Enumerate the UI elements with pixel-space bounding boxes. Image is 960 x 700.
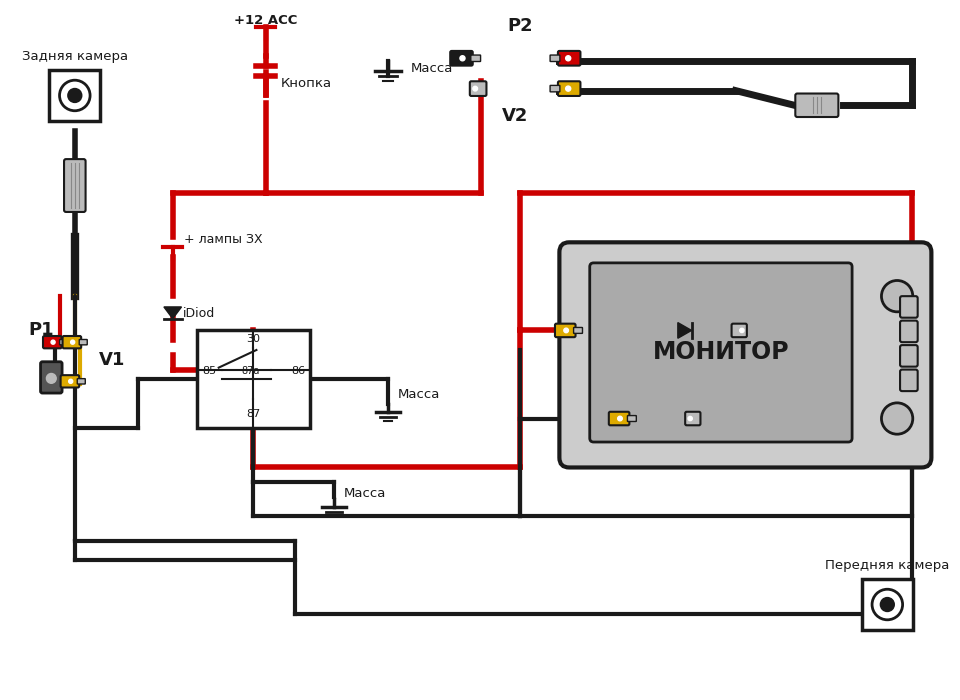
FancyBboxPatch shape xyxy=(77,379,85,384)
Text: МОНИТОР: МОНИТОР xyxy=(653,340,789,364)
Bar xyxy=(197,330,310,428)
FancyBboxPatch shape xyxy=(732,323,747,337)
Text: 86: 86 xyxy=(291,367,305,377)
Text: Кнопка: Кнопка xyxy=(280,77,331,90)
Text: P2: P2 xyxy=(508,17,533,35)
Circle shape xyxy=(60,80,90,111)
Text: V2: V2 xyxy=(635,435,660,453)
Circle shape xyxy=(881,403,913,434)
FancyBboxPatch shape xyxy=(80,340,87,345)
FancyBboxPatch shape xyxy=(628,416,636,421)
Text: Диод: Диод xyxy=(669,348,704,361)
Polygon shape xyxy=(678,323,691,338)
Text: Масса: Масса xyxy=(344,487,386,500)
FancyBboxPatch shape xyxy=(900,370,918,391)
FancyBboxPatch shape xyxy=(900,296,918,318)
FancyBboxPatch shape xyxy=(555,323,576,337)
Circle shape xyxy=(46,374,57,384)
Circle shape xyxy=(564,328,568,332)
FancyBboxPatch shape xyxy=(900,321,918,342)
Bar xyxy=(862,579,913,630)
FancyBboxPatch shape xyxy=(40,362,62,393)
FancyBboxPatch shape xyxy=(43,336,61,349)
Text: + лампы ЗХ: + лампы ЗХ xyxy=(184,233,263,246)
Polygon shape xyxy=(164,307,181,319)
FancyBboxPatch shape xyxy=(550,55,560,62)
Circle shape xyxy=(881,281,913,312)
Text: Масса: Масса xyxy=(411,62,453,75)
Circle shape xyxy=(688,416,692,421)
Circle shape xyxy=(565,86,571,91)
FancyBboxPatch shape xyxy=(558,51,581,66)
FancyBboxPatch shape xyxy=(450,51,472,66)
FancyBboxPatch shape xyxy=(550,85,560,92)
FancyBboxPatch shape xyxy=(560,242,931,468)
Text: iDiod: iDiod xyxy=(182,307,215,321)
Text: P1: P1 xyxy=(29,321,55,340)
Circle shape xyxy=(565,56,571,61)
Text: V1: V1 xyxy=(635,298,660,316)
Text: Задняя камера: Задняя камера xyxy=(22,50,128,63)
FancyBboxPatch shape xyxy=(62,336,82,349)
Text: 30: 30 xyxy=(247,334,260,344)
Circle shape xyxy=(460,56,465,61)
Circle shape xyxy=(740,328,744,332)
FancyBboxPatch shape xyxy=(60,375,80,388)
FancyBboxPatch shape xyxy=(573,328,583,333)
Text: V2: V2 xyxy=(502,107,529,125)
FancyBboxPatch shape xyxy=(558,81,581,96)
Circle shape xyxy=(473,86,477,91)
Circle shape xyxy=(68,89,82,102)
Circle shape xyxy=(51,340,55,344)
FancyBboxPatch shape xyxy=(60,340,67,345)
FancyBboxPatch shape xyxy=(900,345,918,367)
FancyBboxPatch shape xyxy=(685,412,701,426)
Text: 87: 87 xyxy=(247,409,260,419)
Text: Масса: Масса xyxy=(397,388,441,400)
Circle shape xyxy=(71,340,75,344)
Circle shape xyxy=(69,379,73,384)
Circle shape xyxy=(880,598,894,611)
Bar xyxy=(49,70,100,121)
Text: +12 ACC: +12 ACC xyxy=(234,14,298,27)
Text: 87a: 87a xyxy=(241,367,260,377)
Circle shape xyxy=(617,416,622,421)
FancyBboxPatch shape xyxy=(609,412,630,426)
FancyBboxPatch shape xyxy=(469,81,487,96)
Circle shape xyxy=(872,589,902,620)
Text: V1: V1 xyxy=(99,351,126,369)
FancyBboxPatch shape xyxy=(64,159,85,212)
Text: 85: 85 xyxy=(202,367,216,377)
Text: Передняя камера: Передняя камера xyxy=(826,559,949,572)
FancyBboxPatch shape xyxy=(470,55,481,62)
FancyBboxPatch shape xyxy=(589,263,852,442)
FancyBboxPatch shape xyxy=(795,94,838,117)
